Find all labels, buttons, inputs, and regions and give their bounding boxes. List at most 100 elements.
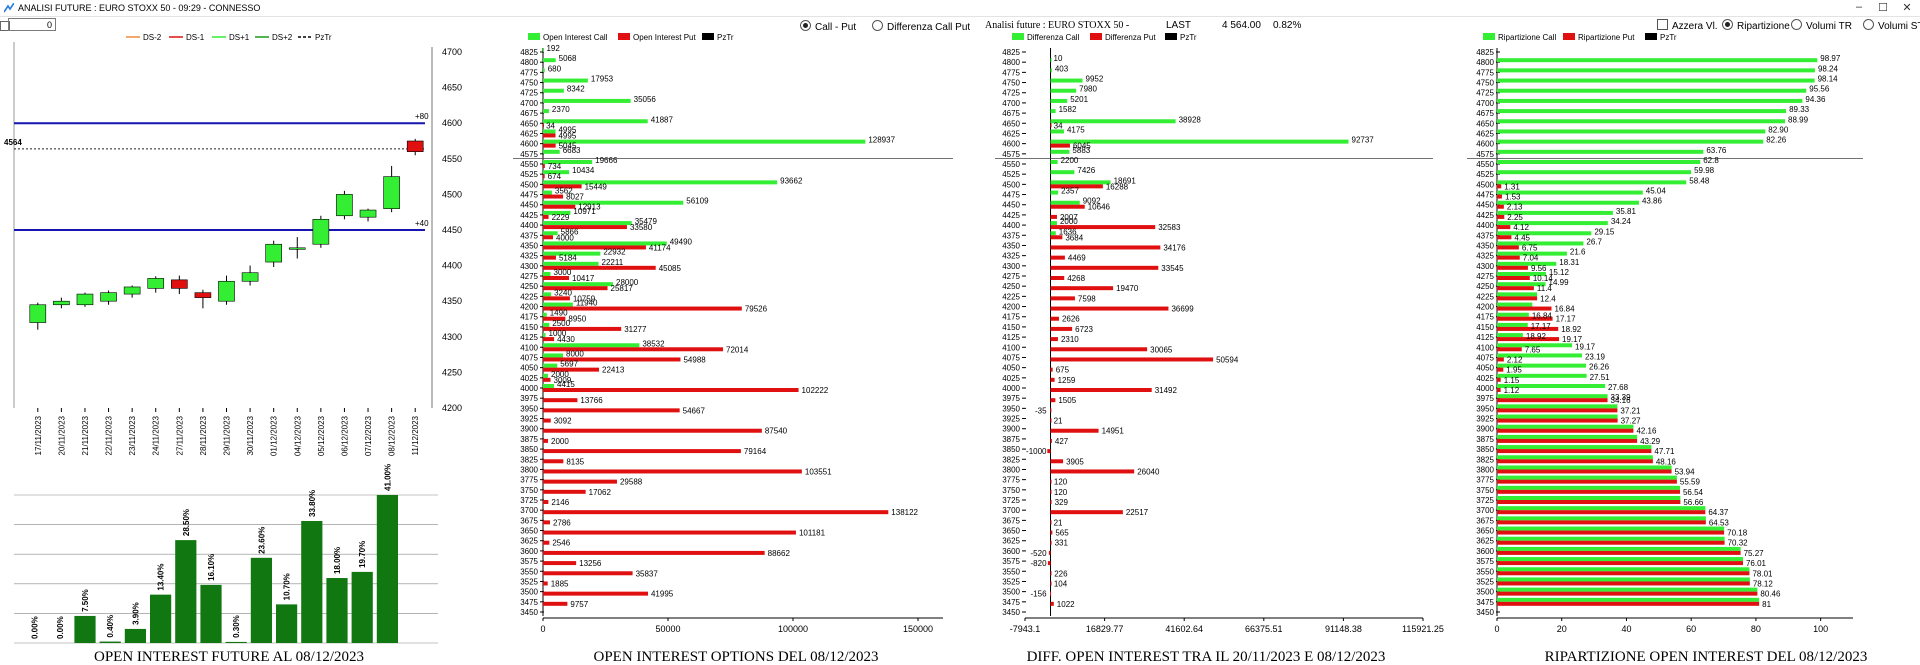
- p4-put-value: 81: [1762, 600, 1771, 609]
- p2-call-value: 5697: [560, 360, 578, 369]
- p3-put-bar: [1050, 296, 1075, 301]
- p2-put-value: 35837: [636, 569, 659, 578]
- p3-put-value: -35: [1035, 406, 1047, 415]
- p2-strike-label: 3700: [520, 506, 538, 515]
- p2-strike-label: 4575: [520, 150, 538, 159]
- p2-put-bar: [543, 388, 799, 392]
- p2-put-value: 72014: [726, 345, 749, 354]
- toolbar-checkbox[interactable]: [0, 21, 10, 31]
- p2-put-value: 13766: [580, 396, 603, 405]
- p3-call-value: 4175: [1067, 125, 1085, 134]
- p3-put-bar: [1050, 306, 1169, 311]
- p4-strike-label: 3975: [1476, 394, 1494, 403]
- p2-put-value: 1885: [551, 579, 569, 588]
- p4-put-bar: [1497, 561, 1743, 566]
- p3-put-value: 21: [1054, 417, 1063, 426]
- p4-put-value: 11.4: [1537, 284, 1553, 293]
- p3-put-bar: [1050, 520, 1052, 525]
- oi-pct-label: 28.50%: [182, 509, 191, 536]
- p1-date-label: 21/11/2023: [81, 415, 90, 455]
- p2-call-bar: [543, 98, 631, 103]
- p4-right-value: 18.92: [1526, 332, 1547, 341]
- p4-call-value: 89.33: [1789, 105, 1810, 114]
- p2-strike-label: 4250: [520, 282, 538, 291]
- p2-call-bar: [543, 149, 560, 154]
- p2-strike-label: 4725: [520, 89, 538, 98]
- p4-call-bar: [1497, 485, 1680, 490]
- p3-strike-label: 3450: [1002, 608, 1020, 617]
- p1-legend-label: PzTr: [315, 33, 332, 42]
- p2-put-value: 8027: [566, 193, 584, 202]
- minimize-icon[interactable]: –: [1855, 1, 1863, 13]
- p4-call-bar: [1497, 241, 1584, 246]
- p4-call-bar: [1497, 322, 1528, 327]
- spin-input[interactable]: 0: [8, 18, 56, 31]
- p3-strike-label: 4050: [1002, 364, 1020, 373]
- p4-strike-label: 4375: [1476, 231, 1494, 240]
- p4-call-value: 34.24: [1611, 217, 1632, 226]
- p2-put-value: 2000: [551, 437, 569, 446]
- checkbox-icon: [1657, 19, 1668, 30]
- p4-put-value: 2.13: [1507, 203, 1523, 212]
- p2-put-bar: [543, 133, 556, 138]
- p3-put-value: 34176: [1163, 243, 1186, 252]
- p4-put-bar: [1497, 255, 1520, 260]
- p3-put-bar: [1050, 377, 1055, 382]
- p3-put-bar: [1050, 601, 1054, 606]
- p4-put-value: 64.37: [1708, 508, 1729, 517]
- p3-call-bar: [1050, 109, 1056, 114]
- p2-put-value: 54667: [683, 406, 706, 415]
- oi-pct-bar: [175, 540, 197, 643]
- p2-call-value: 11940: [576, 299, 598, 308]
- radio-call-put[interactable]: Call - Put: [800, 20, 856, 33]
- p2-strike-label: 3600: [520, 547, 538, 556]
- p3-call-value: 2000: [1060, 217, 1078, 226]
- p4-put-value: 7.65: [1525, 345, 1541, 354]
- p3-strike-label: 3875: [1002, 435, 1020, 444]
- p2-put-bar: [543, 286, 608, 291]
- p2-put-value: 4995: [558, 131, 576, 140]
- p2-put-value: 5184: [559, 254, 577, 263]
- close-icon[interactable]: ✕: [1902, 2, 1912, 14]
- radio-ripartizione[interactable]: Ripartizione: [1722, 19, 1790, 32]
- p2-strike-label: 3800: [520, 465, 538, 474]
- p3-put-bar: [1050, 469, 1135, 474]
- p2-put-bar: [543, 469, 802, 474]
- p3-put-bar: [1050, 591, 1052, 596]
- p3-put-value: 31492: [1155, 386, 1178, 395]
- p3-strike-label: 3800: [1002, 465, 1020, 474]
- p2-call-bar: [543, 170, 570, 175]
- p2-strike-label: 3625: [520, 537, 538, 546]
- p2-call-value: 22211: [602, 258, 624, 267]
- p4-strike-label: 4300: [1476, 262, 1494, 271]
- p2-put-bar: [543, 276, 570, 280]
- p4-call-bar: [1497, 139, 1764, 144]
- p3-put-bar: [1050, 357, 1214, 362]
- p4-put-value: 53.94: [1675, 467, 1696, 476]
- p1-date-label: 06/12/2023: [340, 415, 349, 456]
- p2-strike-label: 3500: [520, 588, 538, 597]
- p3-put-bar: [1050, 245, 1161, 250]
- radio-volumi-st[interactable]: Volumi ST: [1863, 19, 1920, 32]
- p4-strike-label: 4100: [1476, 343, 1494, 352]
- radio-volumi-tr[interactable]: Volumi TR: [1791, 19, 1852, 32]
- p2-call-bar: [543, 333, 546, 338]
- p2-call-value: 17953: [591, 75, 614, 84]
- p2-title: OPEN INTEREST OPTIONS DEL 08/12/2023: [594, 649, 879, 665]
- p4-title: RIPARTIZIONE OPEN INTEREST DEL 08/12/202…: [1545, 649, 1868, 665]
- p3-strike-label: 3900: [1002, 425, 1020, 434]
- p4-put-bar: [1497, 184, 1502, 189]
- radio-differenza[interactable]: Differenza Call Put: [872, 20, 970, 33]
- p4-strike-label: 4675: [1476, 109, 1494, 118]
- checkbox-azzera[interactable]: Azzera Vl.: [1657, 19, 1718, 32]
- window-titlebar: ANALISI FUTURE : EURO STOXX 50 - 09:29 -…: [0, 0, 1920, 17]
- p3-strike-label: 4825: [1002, 48, 1020, 57]
- p3-put-bar: [1050, 337, 1058, 342]
- p3-strike-label: 3975: [1002, 394, 1020, 403]
- p2-put-bar: [543, 459, 564, 464]
- maximize-icon[interactable]: ☐: [1878, 2, 1888, 14]
- p4-x-label: 0: [1494, 624, 1499, 634]
- radio-off-icon: [872, 20, 883, 31]
- p3-put-value: 1259: [1058, 376, 1076, 385]
- p4-put-bar: [1497, 306, 1552, 311]
